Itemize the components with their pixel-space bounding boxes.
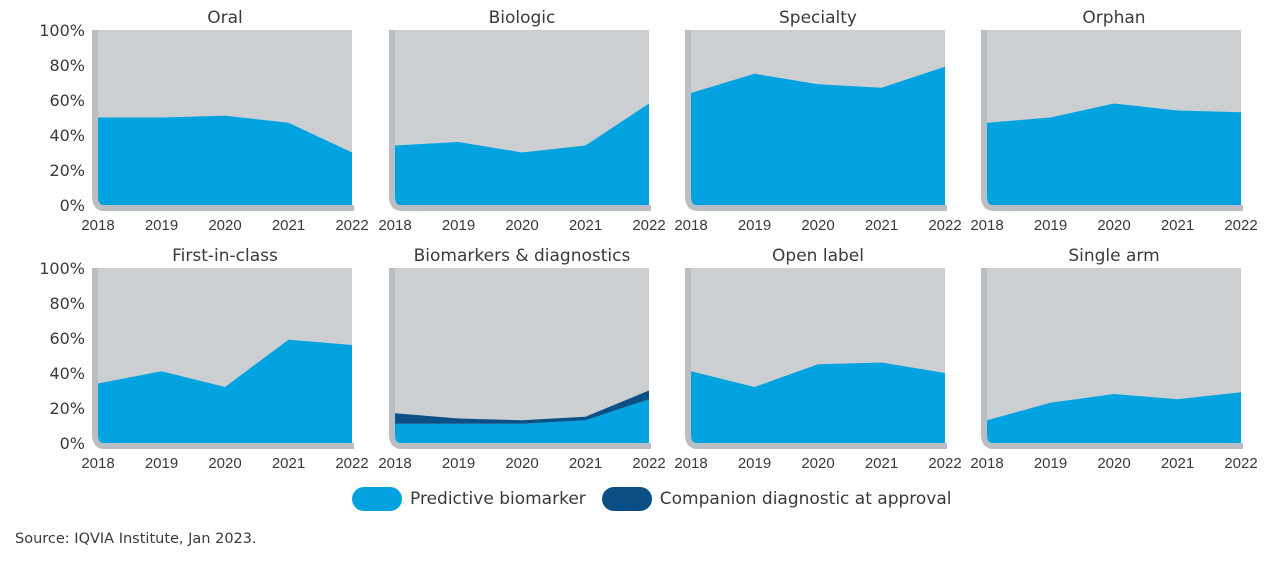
x-tick-label: 2018 — [81, 455, 114, 472]
x-tick-label: 2021 — [865, 455, 898, 472]
panel-title: First-in-class — [172, 246, 278, 266]
x-tick-label: 2022 — [928, 455, 961, 472]
panel-title: Biologic — [489, 8, 556, 28]
axis-frame — [92, 30, 354, 211]
area-companion-diagnostic-at-approval — [395, 390, 649, 424]
y-tick-label: 20% — [49, 161, 85, 180]
x-tick-label: 2020 — [801, 217, 834, 234]
x-tick-label: 2018 — [378, 217, 411, 234]
axis-frame — [981, 268, 1243, 449]
panel-title: Specialty — [779, 8, 857, 28]
x-tick-label: 2021 — [1161, 455, 1194, 472]
panel-title: Single arm — [1068, 246, 1159, 266]
axis-frame — [685, 268, 947, 449]
x-tick-label: 2019 — [738, 455, 771, 472]
area-predictive-biomarker — [987, 392, 1241, 443]
x-tick-label: 2019 — [1034, 455, 1067, 472]
y-tick-label: 20% — [49, 399, 85, 418]
y-tick-label: 40% — [49, 126, 85, 145]
y-tick-label: 60% — [49, 329, 85, 348]
x-tick-label: 2022 — [632, 455, 665, 472]
x-tick-label: 2020 — [505, 217, 538, 234]
x-tick-label: 2020 — [801, 455, 834, 472]
area-predictive-biomarker — [395, 399, 649, 443]
y-tick-label: 40% — [49, 364, 85, 383]
area-predictive-biomarker — [98, 339, 352, 443]
legend-swatch-companion-diagnostic — [601, 487, 652, 511]
y-tick-label: 0% — [60, 196, 85, 215]
y-tick-label: 100% — [39, 259, 85, 278]
panel-title: Biomarkers & diagnostics — [414, 246, 631, 266]
x-tick-label: 2021 — [865, 217, 898, 234]
legend-item-predictive-biomarker: Predictive biomarker — [352, 487, 586, 511]
area-predictive-biomarker — [691, 362, 945, 443]
x-tick-label: 2019 — [145, 217, 178, 234]
x-tick-label: 2020 — [208, 455, 241, 472]
x-tick-label: 2018 — [970, 217, 1003, 234]
x-tick-label: 2021 — [272, 217, 305, 234]
y-tick-label: 80% — [49, 56, 85, 75]
area-predictive-biomarker — [395, 103, 649, 205]
panel-title: Open label — [772, 246, 864, 266]
x-tick-label: 2022 — [1224, 455, 1257, 472]
x-tick-label: 2018 — [970, 455, 1003, 472]
x-tick-label: 2018 — [81, 217, 114, 234]
small-multiples-chart: Oral 0% 20% 40% 60% 80% 100% 2018 2019 2020 2021 20… — [39, 8, 1257, 472]
x-tick-label: 2021 — [1161, 217, 1194, 234]
x-tick-label: 2022 — [335, 455, 368, 472]
x-tick-label: 2022 — [335, 217, 368, 234]
legend-swatch-predictive-biomarker — [352, 487, 402, 511]
area-predictive-biomarker — [691, 66, 945, 205]
panel-title: Orphan — [1082, 8, 1145, 28]
panel-single-arm: Single arm 2018 2019 2020 2021 2022 — [970, 246, 1257, 472]
legend-item-companion-diagnostic: Companion diagnostic at approval — [601, 487, 952, 511]
x-tick-label: 2020 — [505, 455, 538, 472]
x-tick-label: 2021 — [569, 217, 602, 234]
y-tick-label: 0% — [60, 434, 85, 453]
y-tick-label: 100% — [39, 21, 85, 40]
x-tick-label: 2019 — [738, 217, 771, 234]
legend-label-predictive-biomarker: Predictive biomarker — [410, 489, 586, 509]
x-tick-label: 2019 — [442, 455, 475, 472]
x-tick-label: 2020 — [1097, 455, 1130, 472]
y-tick-label: 60% — [49, 91, 85, 110]
panel-first-in-class: First-in-class 0% 20% 40% 60% 80% 100% 2018 2019… — [39, 246, 368, 472]
x-tick-label: 2018 — [378, 455, 411, 472]
x-tick-label: 2021 — [569, 455, 602, 472]
axis-frame — [389, 30, 651, 211]
axis-frame — [981, 30, 1243, 211]
x-tick-label: 2022 — [1224, 217, 1257, 234]
y-tick-label: 80% — [49, 294, 85, 313]
x-tick-label: 2022 — [928, 217, 961, 234]
x-tick-label: 2020 — [1097, 217, 1130, 234]
panel-orphan: Orphan 2018 2019 2020 2021 2022 — [970, 8, 1257, 234]
legend: Predictive biomarker Companion diagnosti… — [352, 487, 968, 511]
x-tick-label: 2022 — [632, 217, 665, 234]
x-tick-label: 2020 — [208, 217, 241, 234]
area-predictive-biomarker — [987, 103, 1241, 205]
x-tick-label: 2019 — [1034, 217, 1067, 234]
panel-title: Oral — [207, 8, 243, 28]
x-tick-label: 2019 — [442, 217, 475, 234]
x-tick-label: 2018 — [674, 455, 707, 472]
axis-frame — [92, 268, 354, 449]
source-note: Source: IQVIA Institute, Jan 2023. — [15, 531, 257, 547]
panel-biologic: Biologic 2018 2019 2020 2021 2022 — [378, 8, 665, 234]
panel-biomarkers-diagnostics: Biomarkers & diagnostics 2018 2019 2020 2021… — [378, 246, 665, 472]
x-tick-label: 2018 — [674, 217, 707, 234]
x-tick-label: 2019 — [145, 455, 178, 472]
area-predictive-biomarker — [98, 115, 352, 205]
panel-specialty: Specialty 2018 2019 2020 2021 2022 — [674, 8, 961, 234]
axis-frame — [389, 268, 651, 449]
legend-label-companion-diagnostic: Companion diagnostic at approval — [659, 489, 952, 509]
panel-open-label: Open label 2018 2019 2020 2021 2022 — [674, 246, 961, 472]
axis-frame — [685, 30, 947, 211]
x-tick-label: 2021 — [272, 455, 305, 472]
panel-oral: Oral 0% 20% 40% 60% 80% 100% 2018 2019 2020 2021 20… — [39, 8, 368, 234]
